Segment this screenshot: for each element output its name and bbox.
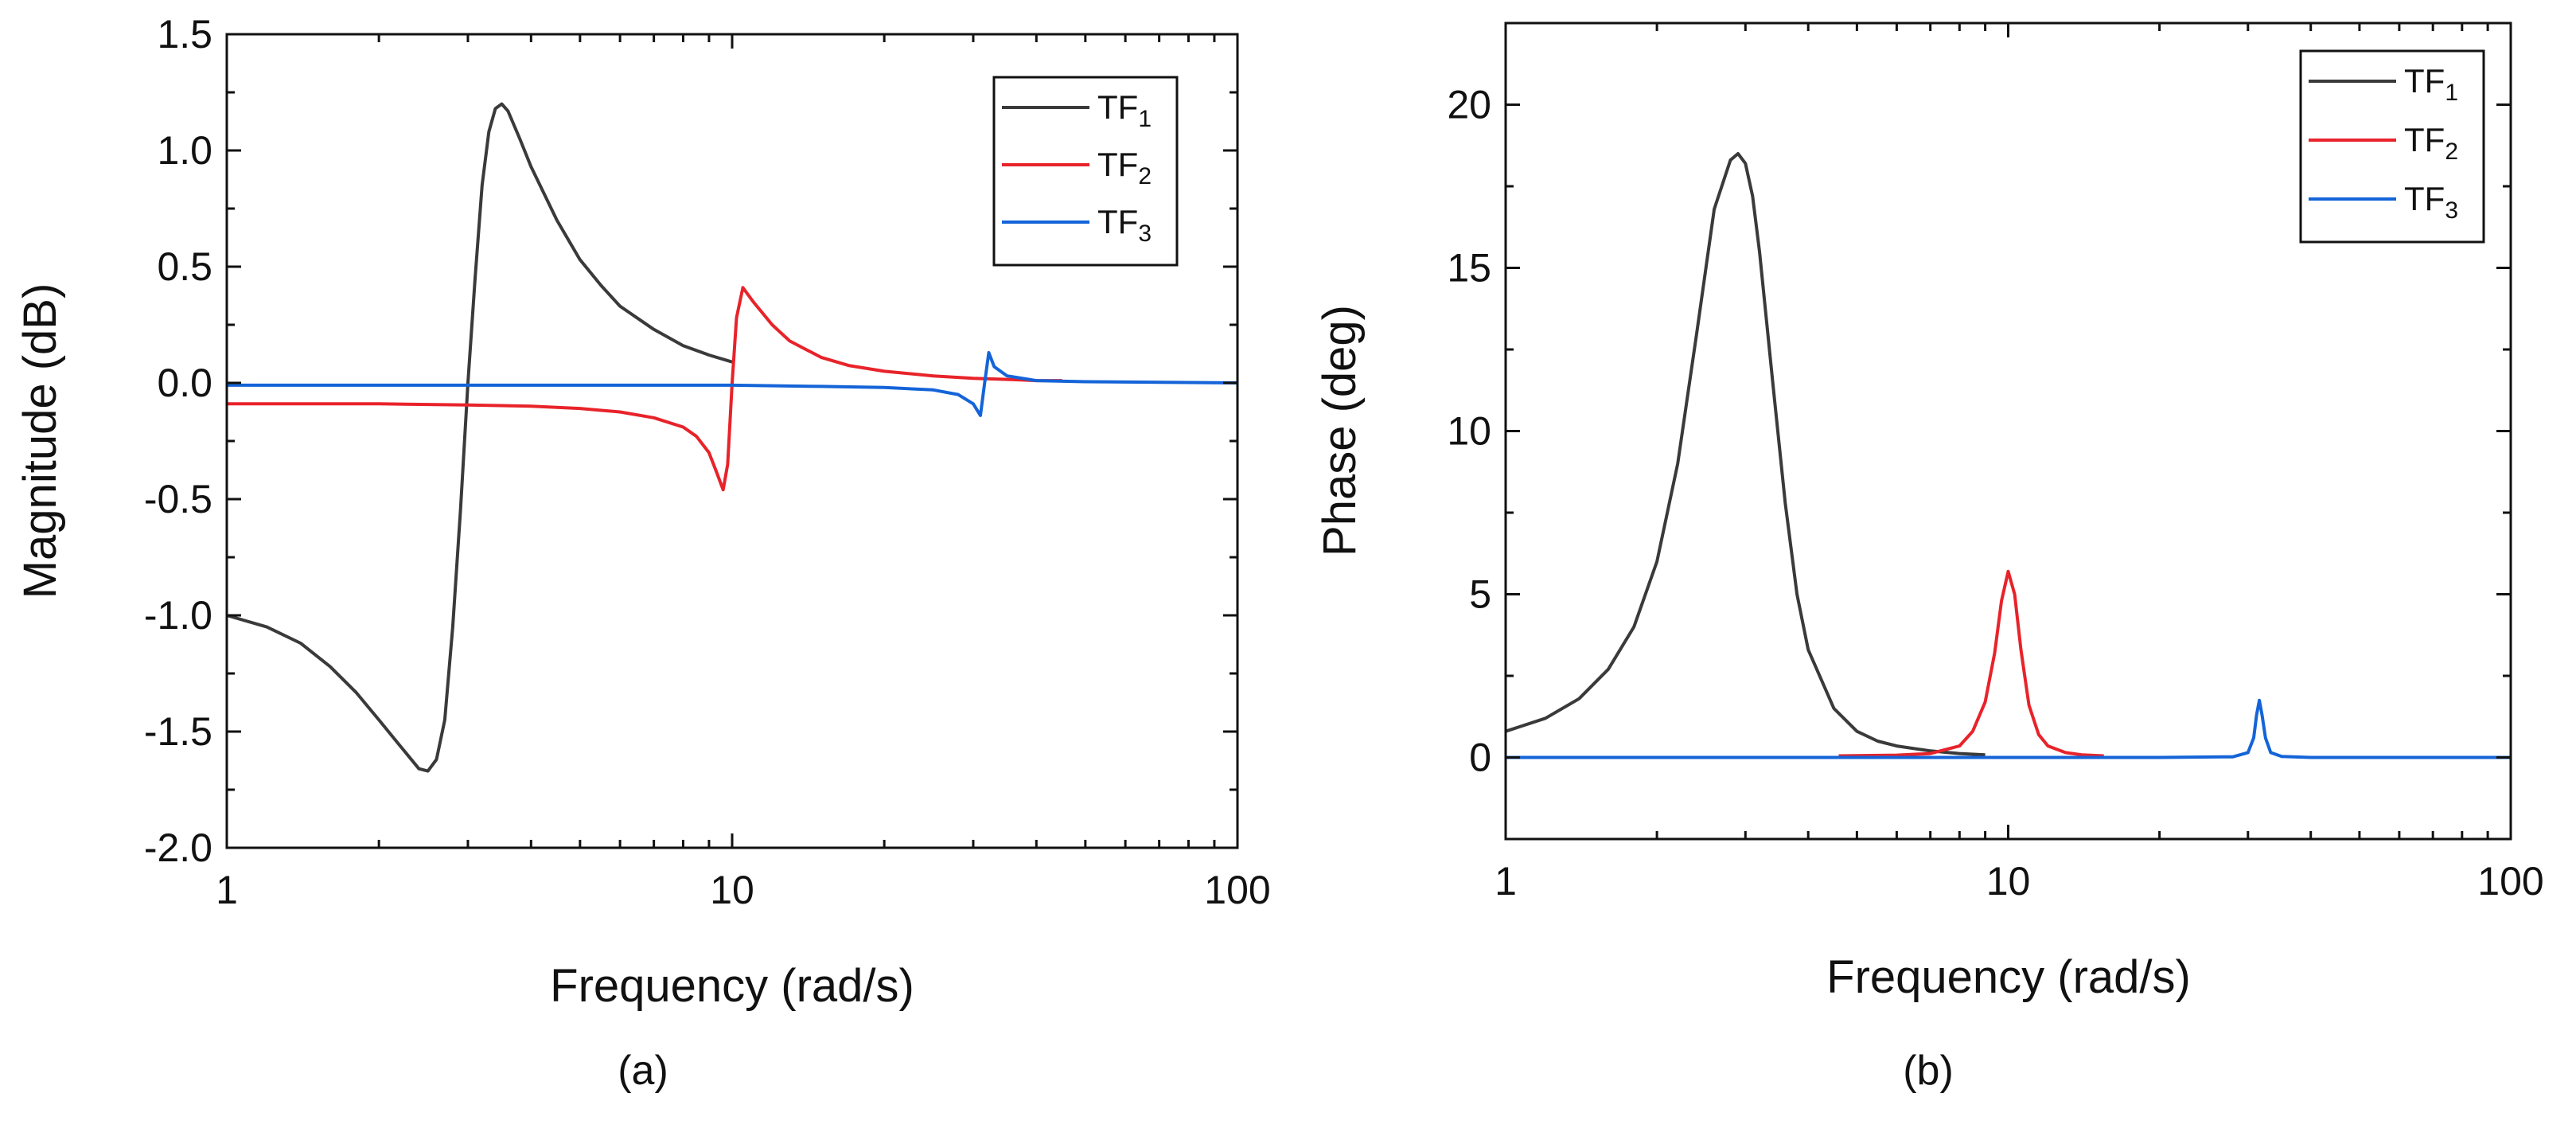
x-axis-title: Frequency (rad/s) <box>1826 951 2191 1003</box>
x-ticks: 1 10 100 <box>216 34 1271 912</box>
legend-label-tf2: TF2 <box>1097 146 1152 189</box>
series-line-tf3 <box>1506 698 2511 759</box>
y-tick-label: 20 <box>1447 83 1491 127</box>
legend: TF1 TF2 TF3 <box>992 76 1179 267</box>
series-line-tf1 <box>1505 152 1986 757</box>
series-lines <box>226 102 1238 773</box>
y-tick-label: 15 <box>1447 246 1491 291</box>
y-tick-label: -1.5 <box>144 709 212 754</box>
y-axis-title: Magnitude (dB) <box>14 283 66 599</box>
x-tick-label: 100 <box>2477 859 2543 904</box>
legend: TF1 TF2 TF3 <box>2299 49 2485 244</box>
y-tick-label: -2.0 <box>144 826 212 870</box>
series-line-tf3 <box>227 351 1238 417</box>
series-line-tf1 <box>226 102 733 773</box>
y-tick-label: 5 <box>1469 572 1491 617</box>
legend-label-tf2: TF2 <box>2404 121 2458 165</box>
y-tick-label: 10 <box>1447 409 1491 454</box>
y-tick-label: 0.5 <box>157 244 212 289</box>
y-ticks: 0 5 10 15 20 <box>1447 83 2511 780</box>
y-tick-label: 0.0 <box>157 361 212 405</box>
series-line-tf2 <box>227 286 1062 492</box>
legend-label-tf1: TF1 <box>1097 88 1152 132</box>
series-lines <box>1505 152 2511 759</box>
x-tick-label: 1 <box>1495 859 1517 904</box>
phase-chart-svg: 0 5 10 15 20 1 10 100 Phase (deg) Frequency (r… <box>1314 21 2544 1094</box>
y-axis-title: Phase (deg) <box>1314 305 1366 556</box>
x-tick-label: 10 <box>1986 859 2031 904</box>
legend-label-tf3: TF3 <box>2404 180 2458 224</box>
legend-label-tf1: TF1 <box>2404 62 2458 106</box>
panel-label: (a) <box>618 1048 668 1094</box>
x-tick-label: 10 <box>710 868 754 912</box>
legend-label-tf3: TF3 <box>1097 203 1152 247</box>
magnitude-chart-svg: -2.0 -1.5 -1.0 -0.5 0.0 0.5 1.0 1.5 1 10 100 Magn… <box>14 12 1271 1094</box>
y-ticks: -2.0 -1.5 -1.0 -0.5 0.0 0.5 1.0 1.5 <box>144 12 1237 870</box>
x-tick-label: 100 <box>1204 868 1270 912</box>
panel-label: (b) <box>1903 1048 1954 1094</box>
x-tick-label: 1 <box>216 868 238 912</box>
chart-panel-b: 0 5 10 15 20 1 10 100 Phase (deg) Frequency (r… <box>1288 0 2576 1124</box>
series-line-tf2 <box>1838 569 2104 758</box>
y-tick-label: 0 <box>1469 736 1491 780</box>
chart-panel-a: -2.0 -1.5 -1.0 -0.5 0.0 0.5 1.0 1.5 1 10 100 Magn… <box>0 0 1288 1124</box>
x-ticks: 1 10 100 <box>1495 23 2544 904</box>
y-tick-label: 1.5 <box>157 12 212 57</box>
y-tick-label: 1.0 <box>157 128 212 173</box>
y-tick-label: -1.0 <box>144 593 212 638</box>
y-tick-label: -0.5 <box>144 477 212 521</box>
x-axis-title: Frequency (rad/s) <box>550 960 914 1012</box>
